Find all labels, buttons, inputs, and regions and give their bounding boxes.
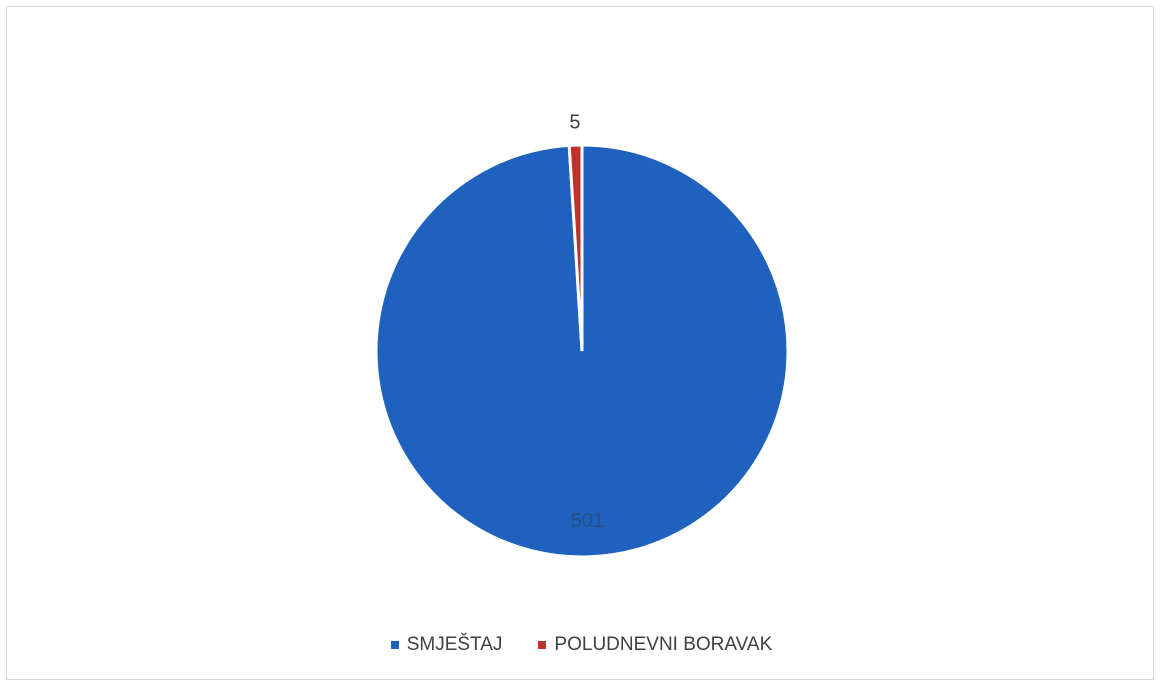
pie-slice-poludnevni-boravak[interactable] (567, 143, 584, 352)
legend-swatch-poludnevni-boravak (538, 641, 547, 649)
chart-legend: SMJEŠTAJ POLUDNEVNI BORAVAK (0, 634, 1163, 656)
legend-label-smjestaj: SMJEŠTAJ (406, 634, 503, 655)
pie-slices (374, 143, 790, 559)
data-label-poludnevni-boravak: 5 (569, 111, 580, 133)
legend-swatch-smjestaj (390, 641, 399, 649)
data-label-smjestaj: 501 (571, 510, 604, 532)
pie-data-labels: 501 5 (569, 111, 604, 532)
legend-label-poludnevni-boravak: POLUDNEVNI BORAVAK (554, 634, 773, 655)
legend-item-poludnevni-boravak[interactable]: POLUDNEVNI BORAVAK (538, 634, 772, 656)
legend-item-smjestaj[interactable]: SMJEŠTAJ (390, 634, 503, 656)
